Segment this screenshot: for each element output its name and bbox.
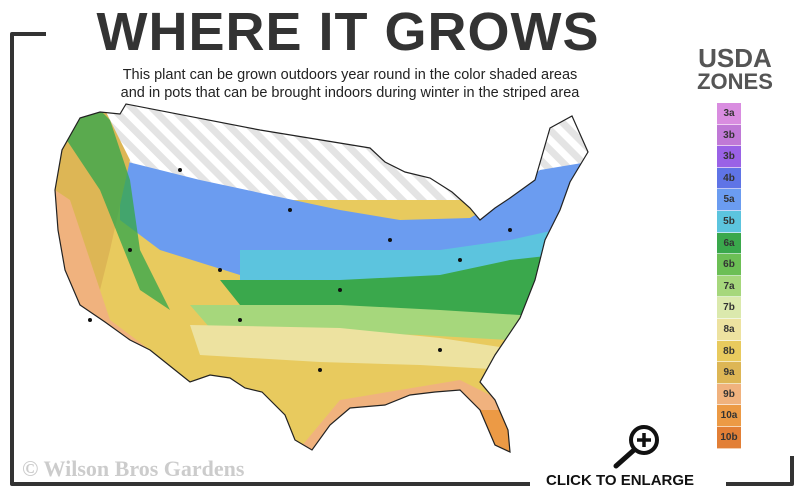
subtitle-line: This plant can be grown outdoors year ro…: [122, 67, 578, 83]
frame-gap: [786, 26, 796, 456]
legend-zone-9a: 9a: [717, 362, 741, 384]
zone-bands: [55, 104, 588, 452]
frame-gap: [530, 460, 726, 490]
legend-zone-8a: 8a: [717, 318, 741, 341]
click-to-enlarge-button[interactable]: CLICK TO ENLARGE: [546, 472, 695, 489]
legend-zone-3b: 3b: [717, 124, 741, 147]
usda-zone-map[interactable]: [40, 100, 600, 460]
legend-zone-10b: 10b: [717, 426, 741, 449]
watermark: © Wilson Bros Gardens: [22, 456, 245, 481]
legend-zone-7b: 7b: [717, 297, 741, 319]
subtitle-line: and in pots that can be brought indoors …: [120, 85, 580, 101]
zone-legend: 3a 3b 3b 4b 5a 5b 6a 6b 7a 7b 8a 8b 9a 9b 10a 10b: [717, 103, 741, 449]
legend-zone-9b: 9b: [717, 383, 741, 406]
legend-zone-10a: 10a: [717, 405, 741, 427]
frame-gap: [658, 26, 794, 42]
page-title: WHERE IT GROWS: [96, 2, 600, 62]
legend-zone-6b: 6b: [717, 254, 741, 276]
legend-zone-4b: 4b: [717, 167, 741, 190]
capital-dots: [88, 168, 512, 372]
subtitle: This plant can be grown outdoors year ro…: [50, 66, 650, 102]
legend-title: USDA ZONES: [680, 43, 790, 94]
frame-gap: [46, 26, 658, 40]
legend-zone-7a: 7a: [717, 275, 741, 298]
legend-zone-5b: 5b: [717, 210, 741, 233]
legend-title-line: ZONES: [697, 69, 773, 94]
legend-zone-3b: 3b: [717, 146, 741, 168]
legend-zone-8b: 8b: [717, 340, 741, 363]
legend-zone-6a: 6a: [717, 232, 741, 255]
magnifier-plus-icon[interactable]: [610, 422, 666, 470]
legend-zone-5a: 5a: [717, 189, 741, 211]
legend-zone-3a: 3a: [717, 103, 741, 125]
legend-title-line: USDA: [698, 43, 772, 73]
